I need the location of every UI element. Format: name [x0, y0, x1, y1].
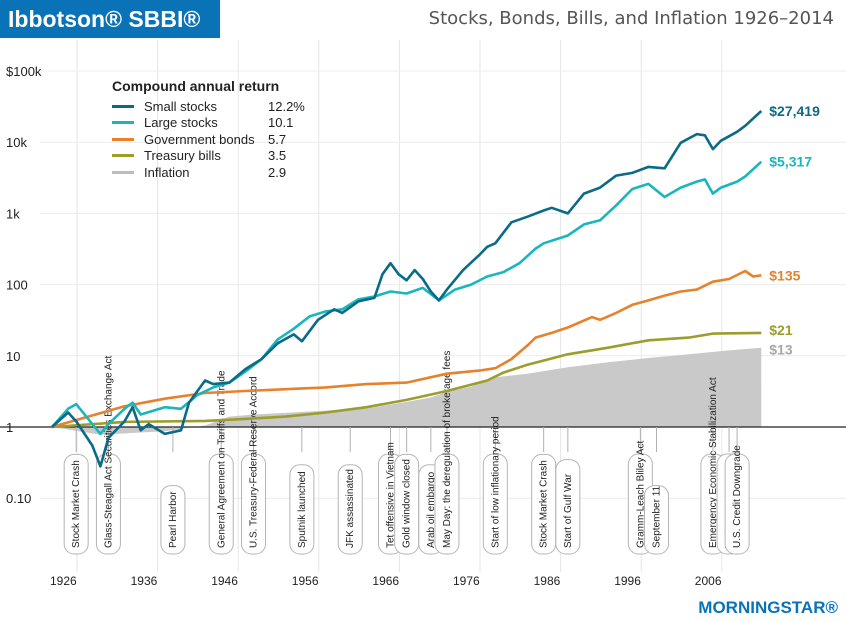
- legend-series-name: Small stocks: [144, 98, 217, 114]
- series-line-government-bonds: [51, 269, 762, 429]
- series-line-treasury-bills: [51, 331, 762, 429]
- event-label: General Agreement on Tariffs and Trade: [216, 370, 227, 548]
- event-bubble: [208, 453, 234, 555]
- end-value-label: $21: [769, 322, 793, 338]
- x-tick-label: 1946: [211, 574, 238, 588]
- legend-series-rate: 12.2%: [268, 98, 305, 114]
- event-bubble: [241, 453, 266, 555]
- event-bubble: [289, 464, 315, 555]
- legend-swatch: [112, 121, 134, 125]
- event-bubble: [555, 459, 581, 555]
- legend-series-rate: 2.9: [268, 164, 287, 180]
- morningstar-logo: MORNINGSTAR®: [698, 598, 838, 617]
- event-label: Stock Market Crash: [71, 460, 82, 548]
- event-marker: Start of Gulf War: [555, 459, 581, 555]
- end-value-label: $27,419: [769, 103, 820, 119]
- y-tick-label: 10k: [6, 135, 27, 150]
- event-label: Gramm-Leach Bliley Act: [635, 441, 646, 548]
- event-bubble: [160, 485, 186, 555]
- event-marker: May Day: the deregulation of brokerage f…: [434, 351, 460, 555]
- chart-legend: Compound annual return Small stocks 12.2%…: [112, 78, 308, 181]
- series-line-small-stocks: [51, 110, 763, 468]
- event-marker: Sputnik launched: [289, 464, 315, 555]
- y-tick-label: $100k: [6, 64, 42, 79]
- end-value-label: $5,317: [769, 154, 812, 170]
- event-label: Start of low inflationary period: [490, 416, 501, 548]
- event-bubble: [95, 453, 121, 555]
- event-bubble: [724, 453, 750, 555]
- x-tick-label: 2006: [695, 574, 722, 588]
- end-value-label: $135: [769, 267, 800, 283]
- legend-swatch: [112, 137, 134, 141]
- legend-series-rate: 3.5: [268, 148, 287, 164]
- event-marker: U.S. Treasury-Federal Reserve Accord: [241, 376, 266, 555]
- event-label: September 11: [652, 485, 663, 548]
- series-line-large-stocks: [51, 160, 763, 436]
- y-tick-label: 1k: [6, 206, 20, 221]
- legend-series-rate: 5.7: [268, 131, 287, 147]
- legend-entry: Inflation 2.9: [112, 164, 308, 181]
- event-marker: JFK assassinated: [337, 464, 363, 555]
- legend-entry: Treasury bills 3.5: [112, 148, 308, 165]
- legend-entry: Government bonds 5.7: [112, 131, 308, 148]
- legend-entry: Large stocks 10.1: [112, 115, 308, 132]
- event-marker: September 11: [644, 485, 669, 555]
- end-value-label: $13: [769, 342, 793, 358]
- event-label: May Day: the deregulation of brokerage f…: [442, 351, 453, 548]
- event-label: Start of Gulf War: [563, 473, 574, 548]
- event-bubble: [644, 485, 669, 555]
- event-marker: General Agreement on Tariffs and Trade: [208, 370, 234, 555]
- event-label: Sputnik launched: [297, 471, 308, 548]
- x-tick-label: 1936: [131, 574, 158, 588]
- event-label: U.S. Credit Downgrade: [732, 445, 743, 548]
- event-marker: Start of low inflationary period: [482, 416, 508, 555]
- legend-series-name: Inflation: [144, 164, 190, 180]
- y-tick-label: 10: [6, 349, 20, 364]
- event-bubble: [482, 453, 508, 555]
- legend-series-name: Treasury bills: [144, 148, 221, 164]
- x-tick-label: 1966: [372, 574, 399, 588]
- y-tick-label: 0.10: [6, 491, 31, 506]
- legend-title: Compound annual return: [112, 78, 280, 94]
- x-tick-label: 1986: [534, 574, 561, 588]
- event-bubble: [337, 464, 363, 555]
- event-bubble: [434, 453, 460, 555]
- x-tick-label: 1996: [614, 574, 641, 588]
- legend-entry: Small stocks 12.2%: [112, 98, 308, 115]
- event-bubble: [63, 453, 89, 555]
- event-label: Gold window closed: [402, 459, 413, 548]
- x-tick-label: 1956: [292, 574, 319, 588]
- event-marker: U.S. Credit Downgrade: [724, 445, 750, 555]
- legend-swatch: [112, 104, 134, 108]
- y-tick-label: 100: [6, 278, 28, 293]
- inflation-area: [52, 347, 762, 435]
- event-label: Stock Market Crash: [539, 460, 550, 548]
- event-label: Tet offensive in Vietnam: [386, 442, 397, 548]
- event-marker: Stock Market Crash: [531, 453, 557, 555]
- brand-logo: Ibbotson® SBBI®: [0, 0, 220, 38]
- event-marker: Gold window closed: [394, 453, 420, 555]
- chart-title: Stocks, Bonds, Bills, and Inflation 1926…: [428, 8, 834, 29]
- event-marker: Stock Market Crash: [63, 453, 89, 555]
- event-label: U.S. Treasury-Federal Reserve Accord: [249, 376, 260, 548]
- x-tick-label: 1976: [453, 574, 480, 588]
- legend-series-rate: 10.1: [268, 115, 294, 131]
- legend-series-name: Large stocks: [144, 115, 218, 131]
- event-label: Emergency Economic Stabilization Act: [708, 377, 719, 548]
- event-label: Arab oil embargo: [426, 471, 437, 548]
- x-tick-label: 1926: [50, 574, 77, 588]
- event-label: JFK assassinated: [345, 469, 356, 548]
- event-marker: Pearl Harbor: [160, 485, 186, 555]
- legend-series-name: Government bonds: [144, 131, 255, 147]
- event-label: Pearl Harbor: [168, 491, 179, 548]
- legend-swatch: [112, 170, 134, 174]
- event-label: Glass-Steagall Act Securities Exchange A…: [103, 355, 114, 548]
- event-marker: Glass-Steagall Act Securities Exchange A…: [95, 355, 121, 555]
- legend-swatch: [112, 154, 134, 158]
